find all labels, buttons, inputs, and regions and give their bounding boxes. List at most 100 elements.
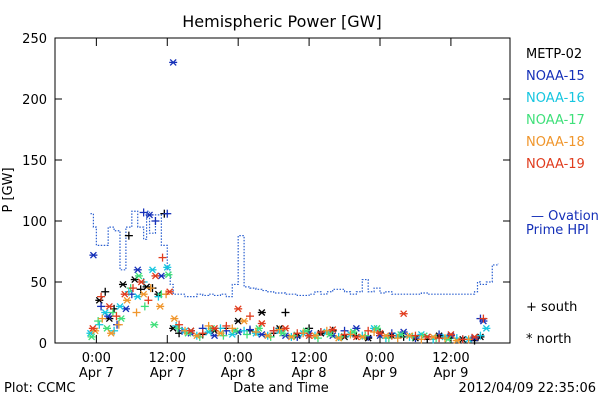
noaa-19-point-30 [399,310,408,318]
x-axis-label: Date and Time [233,381,329,396]
noaa-15-point-6 [133,266,142,274]
noaa-16-point-10 [163,263,172,271]
noaa-17-point-2 [103,324,111,332]
y-tick-label-200: 200 [22,93,47,108]
x-tick-date-2: Apr 8 [221,366,256,381]
noaa-19-point-7 [144,296,153,305]
legend-noaa-16: NOAA-16 [526,91,585,106]
noaa-15-point-11 [163,209,172,218]
noaa-16-point-2 [101,309,110,316]
metp-02-point-8 [142,283,151,291]
noaa-17-point-10 [164,271,173,279]
ovation-legend-line1: — Ovation [531,209,599,224]
noaa-18-point-1 [98,314,107,323]
noaa-17-point-6 [134,272,143,280]
noaa-19-point-9 [158,253,167,262]
plot-timestamp: 2012/04/09 22:35:06 [459,381,596,396]
x-tick-date-3: Apr 8 [292,366,327,381]
noaa-15-point-19 [246,325,254,334]
ovation-legend-line2: Prime HPI [526,223,589,238]
noaa-19-point-33 [435,334,444,343]
noaa-19-point-31 [411,331,420,340]
noaa-19-point-13 [198,329,207,338]
x-tick-date-0: Apr 7 [79,366,114,381]
noaa-19-point-36 [470,333,479,341]
y-tick-label-250: 250 [22,32,47,47]
noaa-18-point-6 [139,290,148,298]
noaa-19-point-25 [340,330,349,339]
noaa-19-point-29 [387,331,396,340]
noaa-18-point-3 [114,320,123,329]
noaa-18-point-4 [123,296,132,304]
noaa-16-point-37 [476,331,485,340]
noaa-19-point-34 [446,331,455,338]
y-axis-label: P [GW] [1,167,16,212]
noaa-16-point-4 [116,302,124,310]
noaa-17-point-0 [87,333,96,341]
noaa-19-point-21 [293,329,302,338]
noaa-18-point-2 [107,329,116,337]
noaa-19-point-15 [222,321,231,330]
metp-02-point-23 [281,308,290,317]
noaa-19-point-26 [352,333,361,341]
noaa-15-point-9 [151,217,160,225]
noaa-19-point-4 [120,290,129,298]
plot-credit: Plot: CCMC [4,381,75,396]
ovation-prime-hpi-line [90,210,499,298]
south-symbol-legend: + south [526,300,577,315]
noaa-17-point-17 [243,330,252,339]
noaa-18-point-10 [170,315,179,323]
noaa-18-point-15 [228,324,237,333]
metp-02-point-0 [95,296,104,304]
x-tick-time-1: 12:00 [149,351,186,366]
x-tick-time-3: 12:00 [290,351,327,366]
y-tick-label-150: 150 [22,154,47,169]
metp-02-point-5 [124,231,133,240]
noaa-18-point-29 [393,334,402,343]
noaa-19-point-3 [112,312,121,321]
noaa-18-point-18 [263,332,272,340]
noaa-19-point-27 [364,326,373,335]
noaa-17-point-1 [94,317,103,326]
x-tick-time-0: 0:00 [82,351,111,366]
noaa-19-point-1 [97,292,106,301]
y-tick-label-0: 0 [39,337,47,352]
noaa-19-point-19 [269,326,278,335]
noaa-19-point-20 [281,324,290,332]
noaa-18-point-14 [216,329,225,337]
noaa-16-point-8 [148,266,157,274]
noaa-18-point-34 [452,337,461,345]
metp-02-point-4 [118,280,127,288]
x-tick-date-4: Apr 9 [363,366,398,381]
y-tick-label-50: 50 [30,276,47,291]
noaa-18-point-19 [275,325,284,334]
noaa-19-point-37 [479,314,488,323]
noaa-15-point-1 [97,302,106,311]
noaa-18-point-5 [132,308,141,317]
x-tick-time-2: 0:00 [224,351,253,366]
noaa-17-point-27 [361,331,370,340]
noaa-19-point-23 [316,328,325,337]
noaa-18-point-23 [322,326,331,335]
noaa-16-point-5 [124,287,133,296]
noaa-18-point-24 [334,334,343,342]
noaa-19-point-10 [165,288,174,296]
noaa-19-point-28 [376,329,384,337]
y-tick-label-100: 100 [22,215,47,230]
noaa-19-point-22 [305,332,314,340]
noaa-15-point-0 [89,251,98,259]
noaa-17-point-19 [266,332,275,341]
noaa-19-point-8 [151,272,160,280]
legend-noaa-17: NOAA-17 [526,113,585,128]
noaa-18-point-17 [251,328,260,337]
noaa-15-point-28 [352,324,361,332]
noaa-19-point-35 [458,335,467,344]
metp-02-point-20 [257,309,266,316]
x-tick-time-5: 12:00 [432,351,469,366]
noaa-18-point-27 [370,328,379,337]
noaa-15-point-8 [145,211,154,219]
noaa-19-point-18 [257,320,266,327]
noaa-16-point-38 [482,324,491,332]
noaa-19-point-17 [246,312,254,321]
